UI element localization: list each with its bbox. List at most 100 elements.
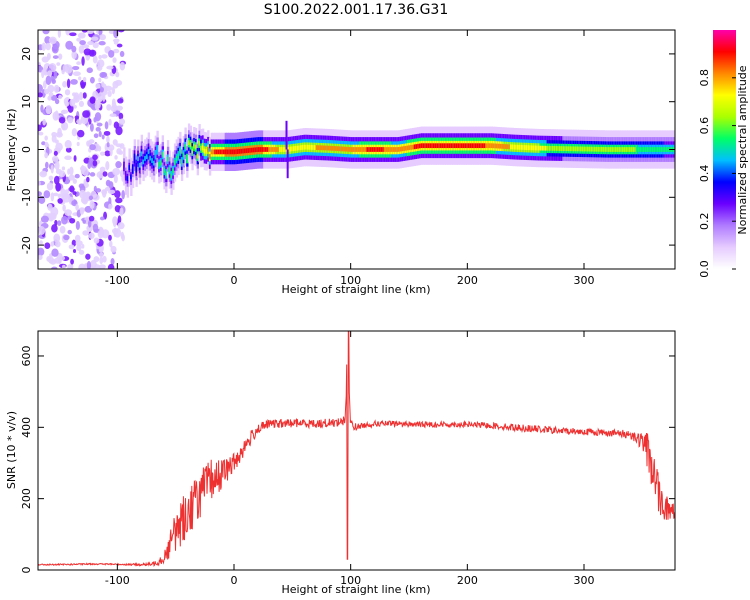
noise-blob [81,56,85,66]
noise-blob [113,174,118,184]
noise-blob [70,258,74,265]
noise-blob [46,182,54,191]
noise-blob [54,110,59,120]
spectral-ridge-cell [630,147,634,152]
spectral-ridge-cell [560,146,564,151]
spectral-ridge-cell [259,147,263,152]
spectral-ridge-cell [182,152,186,158]
noise-blob [106,104,112,111]
spectral-ridge-cell [544,145,548,151]
spectral-ridge-cell [303,144,306,150]
spectral-ridge-cell [459,143,462,149]
noise-blob [112,57,117,63]
spectral-ridge-cell [473,143,476,149]
noise-blob [107,189,116,195]
spectral-ridge-cell [215,149,219,155]
noise-blob [119,61,126,71]
spectral-ridge-cell [490,143,494,149]
noise-blob [66,78,71,89]
spectral-ridge-cell [257,147,261,152]
spectral-ridge-cell [438,143,441,149]
noise-blob [117,215,122,224]
noise-blob [104,121,109,130]
noise-blob [106,65,114,70]
noise-blob [77,32,86,39]
spectral-ridge-cell [607,147,611,152]
noise-blob [55,240,61,248]
noise-blob [99,216,105,221]
snr-frame [37,330,676,571]
spectral-ridge-cell [637,147,641,152]
spectral-ridge-cell [308,144,312,150]
spectral-ridge-cell [319,145,322,151]
spectral-ridge-cell [369,147,373,152]
spectral-ridge-cell [126,176,130,181]
noise-blob [75,240,83,247]
spectral-ridge-cell [396,147,399,152]
noise-blob [47,70,53,77]
spectral-ridge-cell [551,145,555,151]
spectral-ridge-cell [200,145,203,151]
noise-blob [57,220,62,226]
spectral-ridge-cell [177,153,180,159]
snr-y-tick-label: 600 [20,345,33,366]
noise-blob [51,155,59,162]
colorbar-gradient [713,30,736,269]
spectral-ridge-cell [366,147,369,152]
spectral-ridge-cell [382,147,385,152]
spectral-ridge-cell [611,147,614,152]
noise-blob [109,113,117,118]
spectral-ridge-cell [628,147,632,152]
noise-blob [121,233,125,242]
spectral-ridge-cell [394,147,397,152]
noise-blob [114,190,121,198]
spectral-ridge-cell [305,144,308,150]
noise-blob [57,193,62,199]
spectral-ridge-cell [298,145,301,151]
spectral-ridge-cell [487,143,490,149]
noise-blob [55,168,62,175]
noise-blob [80,82,86,89]
noise-blob [111,86,115,95]
spectral-ridge-cell [263,147,266,152]
colorbar-tick-label: 0.2 [698,212,711,230]
spectral-ridge-cell [352,147,355,152]
spectral-ridge-cell [397,147,401,152]
noise-blob [45,161,49,169]
snr-x-tick-label: -100 [105,574,130,587]
spectral-ridge-cell [242,148,245,154]
spectral-ridge-cell [401,146,404,152]
spectral-ridge-cell [371,147,375,152]
noise-blob [58,53,63,60]
spectral-ridge-cell [562,146,565,151]
spectral-ridge-cell [291,146,294,152]
spectral-ridge-cell [326,145,329,151]
spectral-ridge-cell [450,143,453,149]
spectral-ridge-cell [597,146,600,152]
spectral-ridge-cell [609,147,613,152]
noise-blob [101,54,108,59]
noise-blob [92,194,100,201]
spectral-ridge-cell [131,166,135,172]
noise-blob [64,155,72,161]
spectral-ridge-cell [606,147,609,152]
spectral-ridge-cell [457,143,460,149]
noise-blob [58,94,63,100]
spectral-ridge-cell [508,144,511,150]
noise-blob [51,131,57,138]
spectral-ridge-cell [478,143,481,149]
spectral-ridge-cell [128,165,131,170]
snr-plot-area [38,331,675,567]
spectral-ridge-cell [329,145,333,151]
spectral-ridge-cell [249,147,252,153]
spectral-ridge-cell [273,147,277,152]
spectral-ridge-cell [404,145,408,151]
noise-blob [38,180,41,186]
spectral-ridge-cell [368,147,371,152]
noise-blob [38,191,42,197]
spectral-ridge-cell [256,147,259,153]
spectral-ridge-cell [667,147,670,152]
noise-blob [92,154,98,161]
spectral-ridge-cell [214,149,217,155]
